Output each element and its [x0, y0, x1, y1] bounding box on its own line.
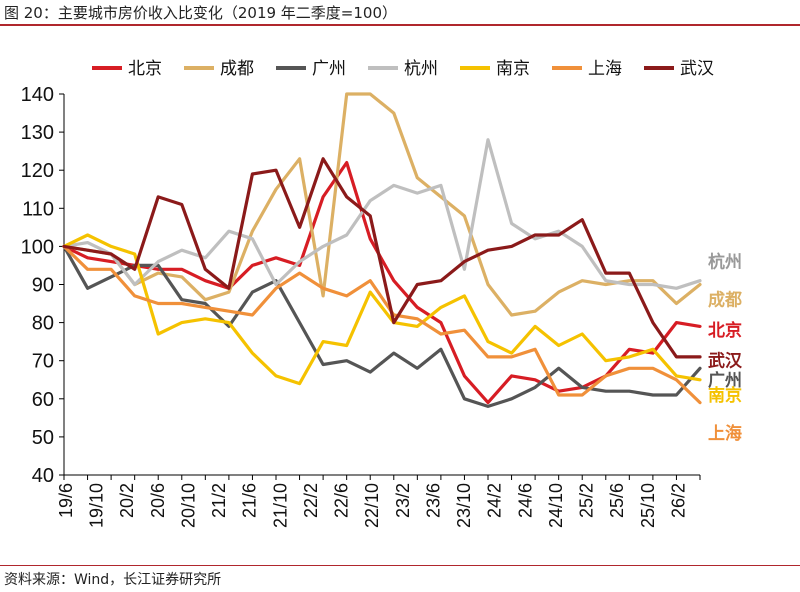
x-tick-label: 20/10 — [178, 483, 198, 528]
series-lines — [62, 92, 702, 408]
y-tick-label: 70 — [32, 351, 54, 373]
y-tick-label: 60 — [32, 389, 54, 411]
x-tick-label: 23/2 — [393, 483, 413, 518]
x-tick-label: 26/2 — [668, 483, 688, 518]
x-tick-label: 24/10 — [546, 483, 566, 528]
x-tick-label: 25/6 — [607, 483, 627, 518]
series-line-0 — [62, 161, 702, 405]
legend-label-6: 武汉 — [680, 59, 714, 79]
y-tick-label: 120 — [21, 160, 54, 182]
x-tick-label: 23/10 — [454, 483, 474, 528]
x-tick-label: 25/10 — [638, 483, 658, 528]
source-note: 资料来源：Wind，长江证券研究所 — [4, 572, 222, 588]
x-tick-label: 23/6 — [423, 483, 443, 518]
legend-label-0: 北京 — [128, 59, 162, 79]
legend: 北京 成都 广州 杭州 南京 上海 武汉 — [92, 59, 714, 79]
source-divider — [0, 565, 800, 566]
x-tick-label: 20/6 — [148, 483, 168, 518]
y-tick-label: 110 — [22, 198, 54, 220]
end-label-4: 广州 — [708, 370, 742, 391]
legend-label-5: 上海 — [588, 59, 622, 79]
legend-label-4: 南京 — [496, 59, 530, 79]
y-tick-label: 90 — [32, 275, 54, 297]
x-tick-label: 25/2 — [577, 483, 597, 518]
x-tick-label: 22/2 — [301, 483, 321, 518]
end-label-6: 上海 — [708, 423, 742, 444]
y-tick-label: 130 — [21, 122, 54, 144]
legend-label-3: 杭州 — [404, 59, 438, 79]
figure-title: 图 20：主要城市房价收入比变化（2019 年二季度=100） — [4, 4, 397, 22]
y-tick-label: 40 — [32, 465, 54, 487]
series-line-3 — [62, 138, 702, 290]
y-tick-label: 50 — [32, 427, 54, 449]
legend-label-2: 广州 — [312, 59, 346, 79]
x-tick-label: 19/10 — [87, 483, 107, 528]
x-axis-ticks: 19/6 19/10 20/2 20/6 20/10 21/2 21/6 21/10 22/2 2… — [56, 475, 701, 528]
x-tick-label: 22/6 — [332, 483, 352, 518]
series-line-5 — [62, 244, 702, 405]
end-label-2: 北京 — [708, 320, 742, 341]
series-line-4 — [62, 233, 702, 386]
x-tick-label: 24/2 — [485, 483, 505, 518]
x-tick-label: 22/10 — [362, 483, 382, 528]
x-tick-label: 21/6 — [240, 483, 260, 518]
end-label-5: 南京 — [708, 385, 742, 406]
y-axis-ticks: 40 50 60 70 80 90 100 110 120 130 140 — [21, 84, 64, 487]
title-divider — [0, 24, 800, 26]
x-tick-label: 20/2 — [117, 483, 137, 518]
y-tick-label: 140 — [21, 84, 54, 106]
end-label-1: 成都 — [708, 290, 742, 311]
end-label-3: 武汉 — [708, 351, 743, 372]
y-tick-label: 100 — [21, 236, 54, 258]
legend-label-1: 成都 — [220, 59, 254, 79]
series-line-1 — [62, 92, 702, 317]
x-tick-label: 24/6 — [515, 483, 535, 518]
end-label-0: 杭州 — [708, 252, 742, 273]
y-tick-label: 80 — [32, 313, 54, 335]
x-tick-label: 21/2 — [209, 483, 229, 518]
x-tick-label: 19/6 — [56, 483, 76, 518]
series-line-6 — [62, 157, 702, 359]
x-tick-label: 21/10 — [270, 483, 290, 528]
series-line-2 — [62, 244, 702, 408]
